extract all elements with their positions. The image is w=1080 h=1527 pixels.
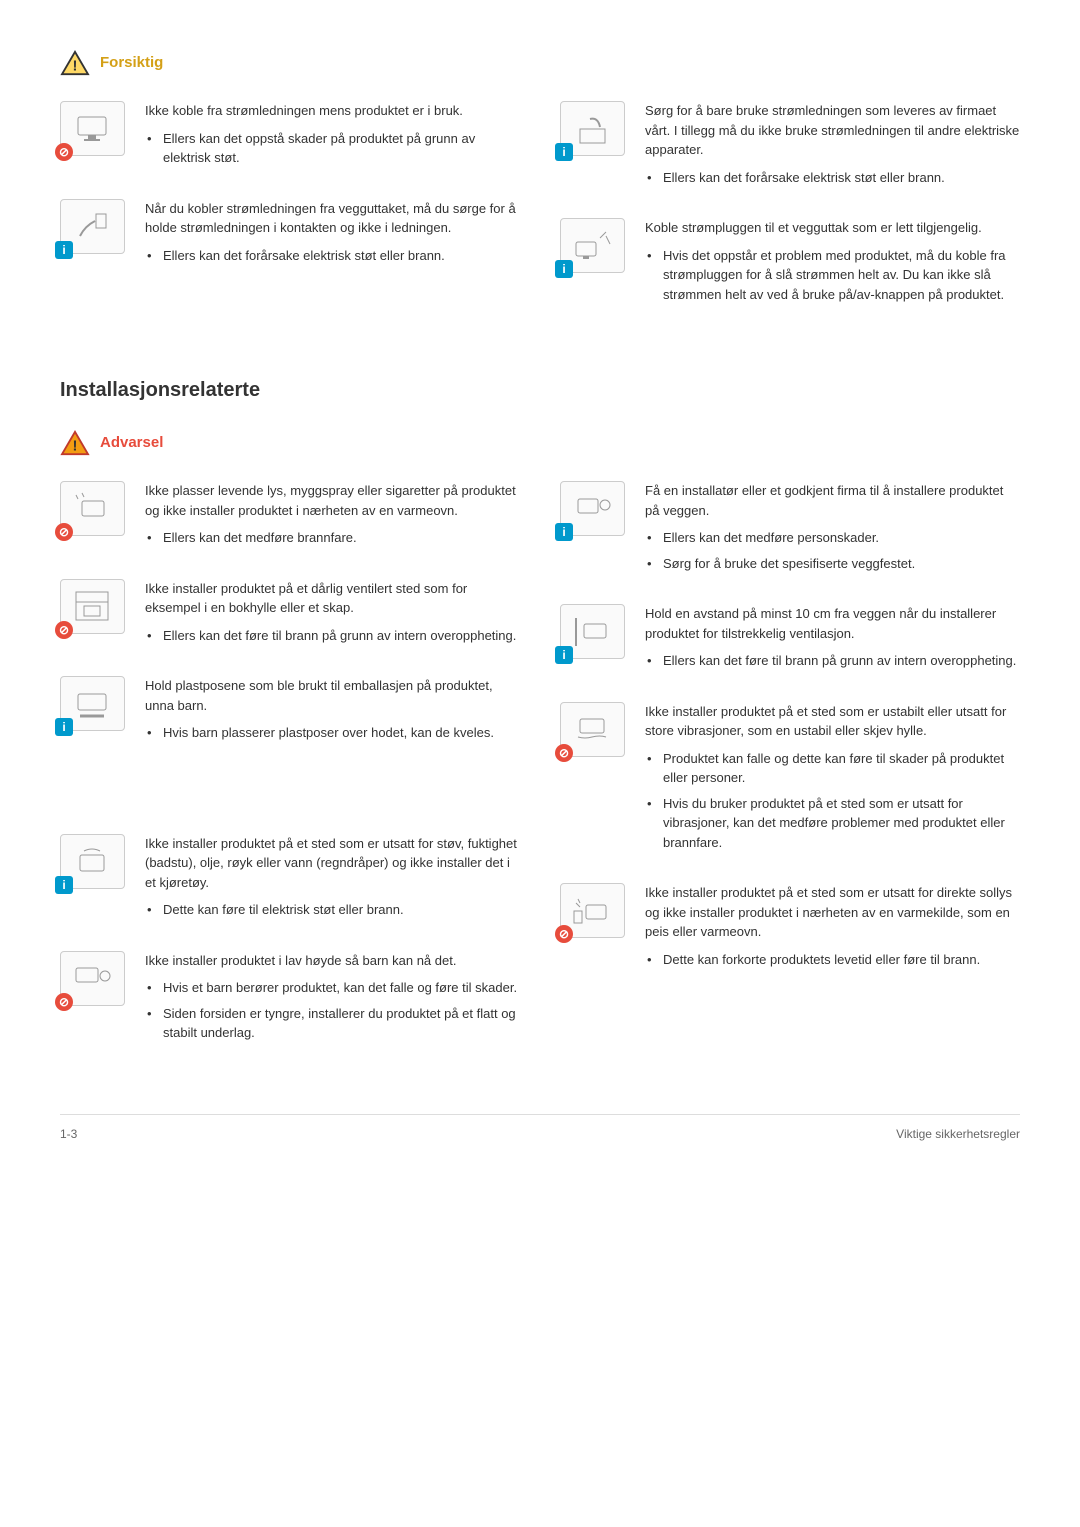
entry-bullet: Ellers kan det medføre personskader. — [663, 528, 1020, 548]
advarsel-header: ! Advarsel — [60, 430, 1020, 456]
prohibit-badge: ⊘ — [555, 925, 573, 943]
prohibit-badge: ⊘ — [55, 621, 73, 639]
forsiktig-title: Forsiktig — [100, 52, 163, 75]
entry-illustration: i — [60, 676, 125, 731]
entry: i Sørg for å bare bruke strømledningen s… — [560, 101, 1020, 193]
entry: i Hold en avstand på minst 10 cm fra veg… — [560, 604, 1020, 677]
entry-bullet: Ellers kan det føre til brann på grunn a… — [663, 651, 1020, 671]
entry: i Ikke installer produktet på et sted so… — [60, 834, 520, 926]
entry-text: Når du kobler strømledningen fra veggutt… — [145, 199, 520, 238]
entry-text: Sørg for å bare bruke strømledningen som… — [645, 101, 1020, 160]
info-badge: i — [555, 143, 573, 161]
entry-text: Hold plastposene som ble brukt til embal… — [145, 676, 520, 715]
entry-illustration: ⊘ — [560, 883, 625, 938]
section-title: Installasjonsrelaterte — [60, 375, 1020, 405]
svg-text:!: ! — [73, 438, 78, 454]
info-badge: i — [55, 876, 73, 894]
entry-bullet: Ellers kan det forårsake elektrisk støt … — [663, 168, 1020, 188]
entry-bullet: Dette kan forkorte produktets levetid el… — [663, 950, 1020, 970]
info-badge: i — [55, 241, 73, 259]
prohibit-badge: ⊘ — [55, 523, 73, 541]
entry: ⊘ Ikke installer produktet på et sted so… — [560, 883, 1020, 975]
entry-illustration: ⊘ — [60, 481, 125, 536]
entry: ⊘ Ikke installer produktet i lav høyde s… — [60, 951, 520, 1049]
entry: ⊘ Ikke koble fra strømledningen mens pro… — [60, 101, 520, 174]
entry-text: Ikke installer produktet på et dårlig ve… — [145, 579, 520, 618]
info-badge: i — [555, 260, 573, 278]
entry-illustration: i — [560, 604, 625, 659]
entry: i Få en installatør eller et godkjent fi… — [560, 481, 1020, 579]
entry-illustration: i — [560, 481, 625, 536]
prohibit-badge: ⊘ — [55, 143, 73, 161]
entry-bullet: Ellers kan det føre til brann på grunn a… — [163, 626, 520, 646]
entry-text: Ikke installer produktet i lav høyde så … — [145, 951, 520, 971]
entry-bullet: Produktet kan falle og dette kan føre ti… — [663, 749, 1020, 788]
entry: i Koble strømpluggen til et vegguttak so… — [560, 218, 1020, 310]
forsiktig-grid: ⊘ Ikke koble fra strømledningen mens pro… — [60, 101, 1020, 335]
entry-text: Hold en avstand på minst 10 cm fra vegge… — [645, 604, 1020, 643]
info-badge: i — [555, 523, 573, 541]
entry-text: Ikke plasser levende lys, myggspray elle… — [145, 481, 520, 520]
entry-illustration: ⊘ — [60, 579, 125, 634]
entry-bullet: Ellers kan det oppstå skader på produkte… — [163, 129, 520, 168]
entry-illustration: i — [560, 218, 625, 273]
entry-text: Få en installatør eller et godkjent firm… — [645, 481, 1020, 520]
info-badge: i — [555, 646, 573, 664]
footer-title: Viktige sikkerhetsregler — [896, 1125, 1020, 1143]
entry-text: Ikke installer produktet på et sted som … — [645, 883, 1020, 942]
entry: ⊘ Ikke installer produktet på et dårlig … — [60, 579, 520, 652]
page-footer: 1-3 Viktige sikkerhetsregler — [60, 1114, 1020, 1143]
entry-bullet: Dette kan føre til elektrisk støt eller … — [163, 900, 520, 920]
forsiktig-header: ! Forsiktig — [60, 50, 1020, 76]
info-badge: i — [55, 718, 73, 736]
page-number: 1-3 — [60, 1125, 77, 1143]
entry-illustration: i — [60, 834, 125, 889]
entry-bullet: Hvis barn plasserer plastposer over hode… — [163, 723, 520, 743]
prohibit-badge: ⊘ — [55, 993, 73, 1011]
entry-text: Ikke koble fra strømledningen mens produ… — [145, 101, 520, 121]
entry-illustration: i — [560, 101, 625, 156]
warning-triangle-icon: ! — [60, 430, 90, 456]
entry-illustration: i — [60, 199, 125, 254]
entry-bullet: Hvis det oppstår et problem med produkte… — [663, 246, 1020, 305]
entry: i Når du kobler strømledningen fra veggu… — [60, 199, 520, 272]
entry-text: Ikke installer produktet på et sted som … — [145, 834, 520, 893]
entry-bullet: Siden forsiden er tyngre, installerer du… — [163, 1004, 520, 1043]
entry-text: Ikke installer produktet på et sted som … — [645, 702, 1020, 741]
advarsel-grid: ⊘ Ikke plasser levende lys, myggspray el… — [60, 481, 1020, 1074]
entry: ⊘ Ikke plasser levende lys, myggspray el… — [60, 481, 520, 554]
entry-bullet: Hvis et barn berører produktet, kan det … — [163, 978, 520, 998]
entry: ⊘ Ikke installer produktet på et sted so… — [560, 702, 1020, 859]
entry-illustration: ⊘ — [60, 951, 125, 1006]
svg-text:!: ! — [73, 58, 78, 74]
entry-bullet: Hvis du bruker produktet på et sted som … — [663, 794, 1020, 853]
prohibit-badge: ⊘ — [555, 744, 573, 762]
caution-triangle-icon: ! — [60, 50, 90, 76]
entry-illustration: ⊘ — [560, 702, 625, 757]
entry-bullet: Sørg for å bruke det spesifiserte veggfe… — [663, 554, 1020, 574]
entry-bullet: Ellers kan det forårsake elektrisk støt … — [163, 246, 520, 266]
entry: i Hold plastposene som ble brukt til emb… — [60, 676, 520, 749]
advarsel-title: Advarsel — [100, 432, 163, 455]
entry-text: Koble strømpluggen til et vegguttak som … — [645, 218, 1020, 238]
entry-illustration: ⊘ — [60, 101, 125, 156]
entry-bullet: Ellers kan det medføre brannfare. — [163, 528, 520, 548]
